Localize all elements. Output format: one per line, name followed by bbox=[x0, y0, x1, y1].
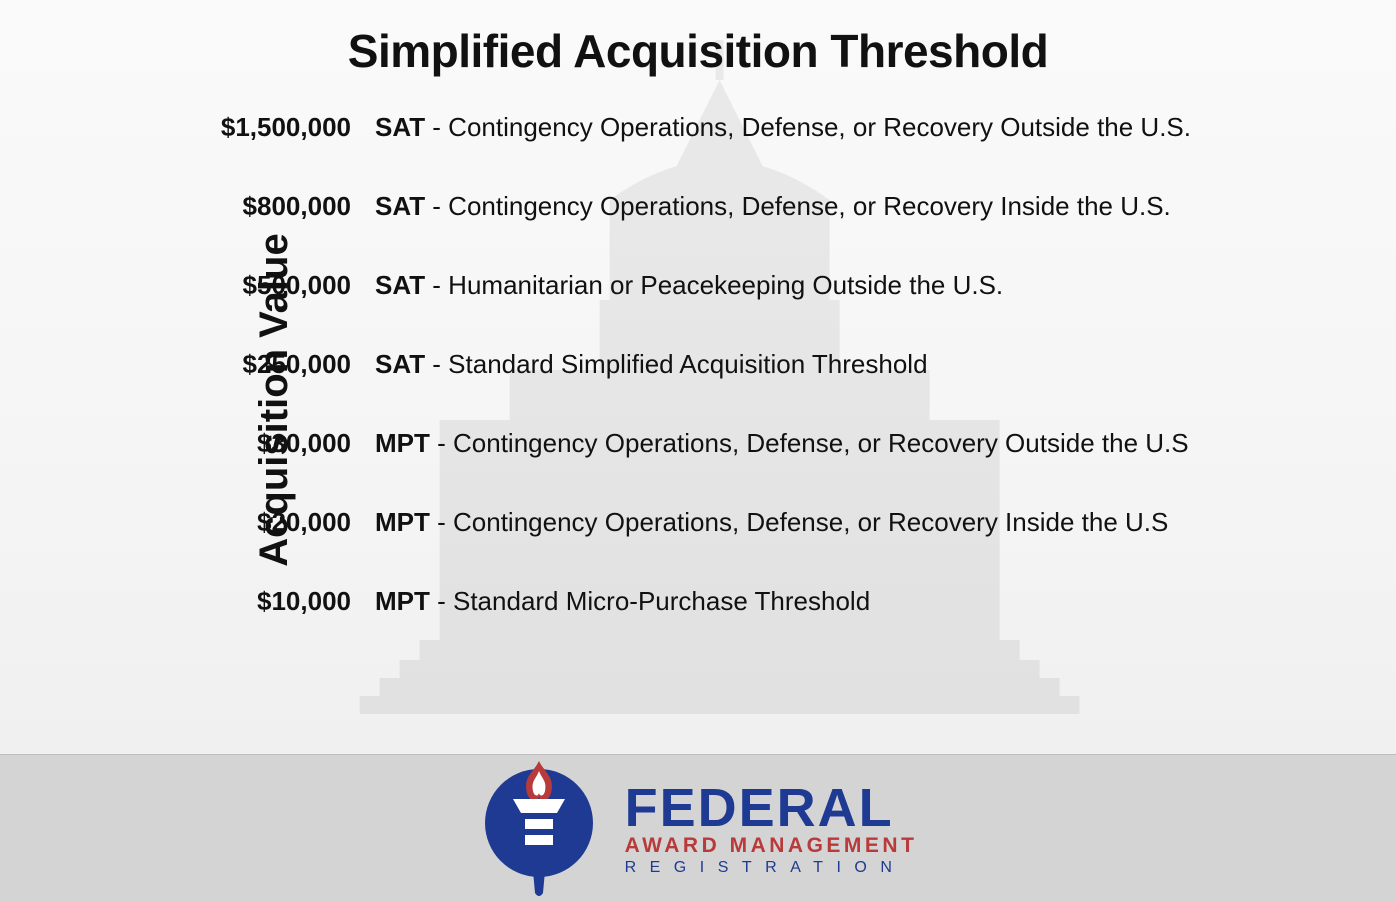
threshold-desc: MPT - Contingency Operations, Defense, o… bbox=[375, 428, 1336, 459]
threshold-code: SAT bbox=[375, 191, 425, 221]
threshold-amount: $250,000 bbox=[180, 349, 375, 380]
threshold-row: $500,000 SAT - Humanitarian or Peacekeep… bbox=[180, 270, 1336, 301]
threshold-desc: SAT - Humanitarian or Peacekeeping Outsi… bbox=[375, 270, 1336, 301]
page-title: Simplified Acquisition Threshold bbox=[0, 24, 1396, 78]
threshold-desc: SAT - Standard Simplified Acquisition Th… bbox=[375, 349, 1336, 380]
threshold-text: - Humanitarian or Peacekeeping Outside t… bbox=[425, 270, 1003, 300]
brand-line1: FEDERAL bbox=[625, 781, 918, 835]
threshold-amount: $1,500,000 bbox=[180, 112, 375, 143]
main-content: Simplified Acquisition Threshold Acquisi… bbox=[0, 0, 1396, 754]
threshold-text: - Contingency Operations, Defense, or Re… bbox=[430, 428, 1189, 458]
threshold-desc: MPT - Contingency Operations, Defense, o… bbox=[375, 507, 1336, 538]
threshold-amount: $20,000 bbox=[180, 507, 375, 538]
threshold-code: MPT bbox=[375, 586, 430, 616]
threshold-text: - Contingency Operations, Defense, or Re… bbox=[430, 507, 1168, 537]
threshold-row: $30,000 MPT - Contingency Operations, De… bbox=[180, 428, 1336, 459]
threshold-code: SAT bbox=[375, 349, 425, 379]
footer: FEDERAL AWARD MANAGEMENT REGISTRATION bbox=[0, 754, 1396, 902]
threshold-row: $1,500,000 SAT - Contingency Operations,… bbox=[180, 112, 1336, 143]
threshold-desc: SAT - Contingency Operations, Defense, o… bbox=[375, 112, 1336, 143]
threshold-code: MPT bbox=[375, 507, 430, 537]
threshold-code: MPT bbox=[375, 428, 430, 458]
threshold-amount: $500,000 bbox=[180, 270, 375, 301]
torch-icon bbox=[479, 759, 599, 899]
threshold-row: $10,000 MPT - Standard Micro-Purchase Th… bbox=[180, 586, 1336, 617]
threshold-text: - Contingency Operations, Defense, or Re… bbox=[425, 191, 1171, 221]
threshold-amount: $800,000 bbox=[180, 191, 375, 222]
brand-text: FEDERAL AWARD MANAGEMENT REGISTRATION bbox=[625, 781, 918, 876]
brand-line2: AWARD MANAGEMENT bbox=[625, 835, 918, 856]
threshold-code: SAT bbox=[375, 270, 425, 300]
threshold-amount: $10,000 bbox=[180, 586, 375, 617]
threshold-row: $250,000 SAT - Standard Simplified Acqui… bbox=[180, 349, 1336, 380]
threshold-amount: $30,000 bbox=[180, 428, 375, 459]
threshold-row: $800,000 SAT - Contingency Operations, D… bbox=[180, 191, 1336, 222]
threshold-desc: MPT - Standard Micro-Purchase Threshold bbox=[375, 586, 1336, 617]
brand-logo: FEDERAL AWARD MANAGEMENT REGISTRATION bbox=[479, 759, 918, 899]
threshold-text: - Contingency Operations, Defense, or Re… bbox=[425, 112, 1191, 142]
threshold-desc: SAT - Contingency Operations, Defense, o… bbox=[375, 191, 1336, 222]
threshold-code: SAT bbox=[375, 112, 425, 142]
threshold-list: $1,500,000 SAT - Contingency Operations,… bbox=[180, 112, 1336, 665]
threshold-text: - Standard Micro-Purchase Threshold bbox=[430, 586, 870, 616]
threshold-row: $20,000 MPT - Contingency Operations, De… bbox=[180, 507, 1336, 538]
threshold-text: - Standard Simplified Acquisition Thresh… bbox=[425, 349, 927, 379]
brand-line3: REGISTRATION bbox=[625, 860, 918, 876]
